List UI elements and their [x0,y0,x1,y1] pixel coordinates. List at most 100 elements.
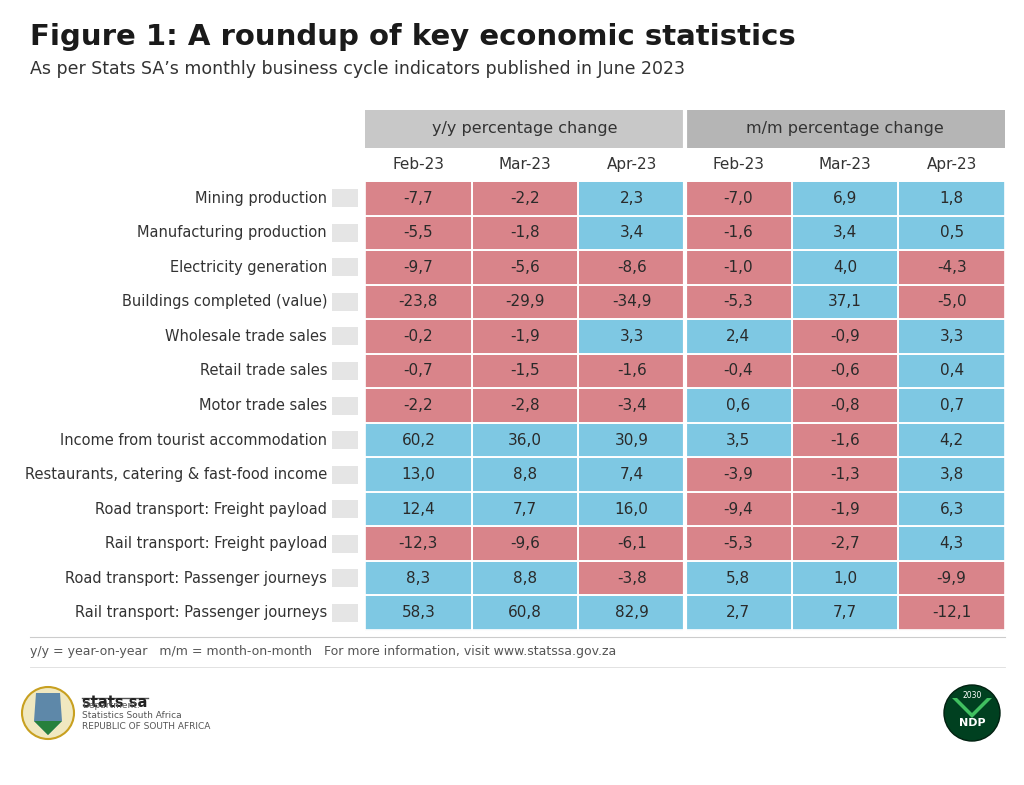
Text: 3,4: 3,4 [620,225,644,240]
Bar [365,423,472,458]
Text: -2,2: -2,2 [510,191,540,206]
Text: Feb-23: Feb-23 [392,157,444,172]
Bar [685,110,1005,148]
Bar [365,181,472,216]
Bar [792,354,898,389]
Text: Department:
Statistics South Africa
REPUBLIC OF SOUTH AFRICA: Department: Statistics South Africa REPU… [82,701,210,731]
Text: 3,8: 3,8 [940,467,964,482]
Bar [898,216,1005,250]
Text: NDP: NDP [958,718,985,728]
Bar [579,389,685,423]
Bar [792,561,898,596]
Bar [792,181,898,216]
Bar [898,285,1005,319]
Bar [472,527,579,561]
Bar [685,596,792,630]
Bar [579,458,685,492]
Text: 36,0: 36,0 [508,433,542,447]
Bar [898,319,1005,354]
Bar [365,285,472,319]
Bar [685,354,792,389]
Text: As per Stats SA’s monthly business cycle indicators published in June 2023: As per Stats SA’s monthly business cycle… [30,60,685,78]
Bar [898,250,1005,285]
Text: Figure 1: A roundup of key economic statistics: Figure 1: A roundup of key economic stat… [30,23,796,51]
Bar [685,216,792,250]
Text: Rail transport: Passenger journeys: Rail transport: Passenger journeys [75,605,327,620]
Bar [472,596,579,630]
Bar [579,319,685,354]
Bar [898,527,1005,561]
Bar [472,354,579,389]
Text: -7,7: -7,7 [403,191,433,206]
Bar [579,596,685,630]
Bar [472,492,579,527]
Text: 12,4: 12,4 [401,502,435,517]
Polygon shape [34,693,62,735]
Text: y/y = year-on-year   m/m = month-on-month   For more information, visit www.stat: y/y = year-on-year m/m = month-on-month … [30,645,616,658]
Bar [332,327,358,345]
Text: -2,7: -2,7 [830,536,860,551]
Text: m/m percentage change: m/m percentage change [746,122,944,137]
Text: Feb-23: Feb-23 [713,157,764,172]
Bar [685,527,792,561]
Text: -1,6: -1,6 [724,225,754,240]
Text: Road transport: Freight payload: Road transport: Freight payload [95,502,327,517]
Bar [792,527,898,561]
Bar [332,189,358,207]
Bar [472,389,579,423]
Text: -5,3: -5,3 [724,536,754,551]
Bar [332,224,358,242]
Text: -1,3: -1,3 [830,467,860,482]
Text: 3,3: 3,3 [939,329,964,344]
Bar [332,535,358,553]
Text: 5,8: 5,8 [726,571,751,586]
Text: 2,7: 2,7 [726,605,751,620]
Bar [579,492,685,527]
Bar [579,423,685,458]
Bar [685,250,792,285]
Text: 60,2: 60,2 [401,433,435,447]
Bar [579,354,685,389]
Text: 8,8: 8,8 [513,571,537,586]
Text: -1,0: -1,0 [724,260,753,275]
Bar [792,423,898,458]
Bar [332,396,358,414]
Bar [365,527,472,561]
Bar [365,216,472,250]
Bar [365,561,472,596]
Text: -8,6: -8,6 [616,260,646,275]
Bar [898,181,1005,216]
Text: -1,9: -1,9 [830,502,860,517]
Bar [472,250,579,285]
Text: 13,0: 13,0 [401,467,435,482]
Polygon shape [34,721,62,735]
Bar [792,458,898,492]
Text: Mar-23: Mar-23 [499,157,551,172]
Text: -9,4: -9,4 [724,502,754,517]
Text: -5,3: -5,3 [724,294,754,309]
Text: 60,8: 60,8 [508,605,542,620]
Text: Retail trade sales: Retail trade sales [200,363,327,378]
Text: -3,8: -3,8 [616,571,646,586]
Text: -7,0: -7,0 [724,191,753,206]
Text: 4,2: 4,2 [940,433,964,447]
Text: -9,9: -9,9 [937,571,967,586]
Text: 7,7: 7,7 [513,502,537,517]
Bar [685,319,792,354]
Bar [365,110,685,148]
Text: stats sa: stats sa [82,695,147,710]
Text: 0,4: 0,4 [940,363,964,378]
Bar [792,596,898,630]
Bar [792,250,898,285]
Text: y/y percentage change: y/y percentage change [432,122,617,137]
Text: -0,2: -0,2 [403,329,433,344]
Text: Mar-23: Mar-23 [818,157,871,172]
Bar [898,492,1005,527]
Text: -4,3: -4,3 [937,260,967,275]
Bar [579,285,685,319]
Text: Apr-23: Apr-23 [606,157,656,172]
Text: -0,4: -0,4 [724,363,753,378]
Text: -3,4: -3,4 [616,398,646,413]
Text: 0,7: 0,7 [940,398,964,413]
Bar [898,561,1005,596]
